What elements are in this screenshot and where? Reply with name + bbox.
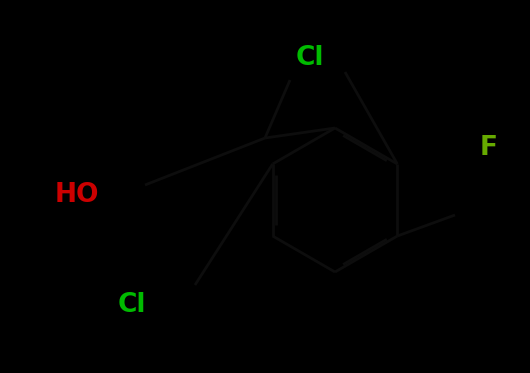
Text: HO: HO bbox=[55, 182, 100, 208]
Text: F: F bbox=[480, 135, 498, 161]
Text: Cl: Cl bbox=[118, 292, 146, 318]
Text: Cl: Cl bbox=[296, 45, 324, 71]
